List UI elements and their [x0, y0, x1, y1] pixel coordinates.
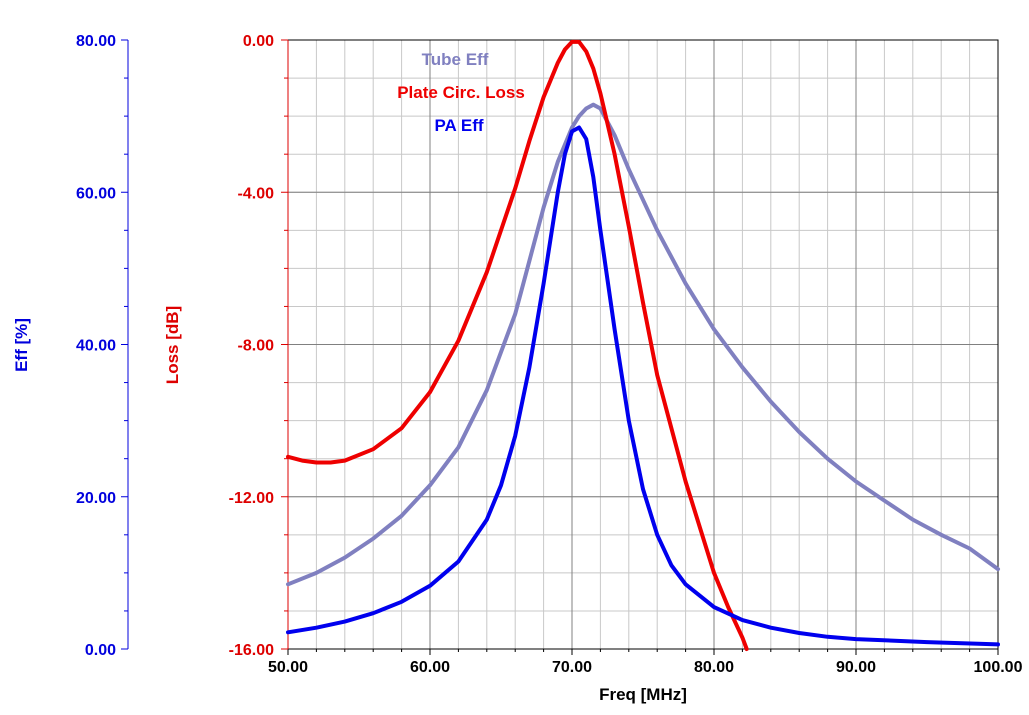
series-line-pa-eff [286, 125, 1000, 647]
axes: 50.00 60.00 70.00 80.00 90.00 100.00 0.00 20.00… [76, 33, 1023, 676]
eff-tick-label: 20.00 [76, 490, 116, 507]
x-tick-label: 70.00 [552, 659, 592, 676]
x-tick-label: 90.00 [836, 659, 876, 676]
eff-tick-label: 40.00 [76, 338, 116, 355]
x-tick-label: 50.00 [268, 659, 308, 676]
loss-tick-label: -16.00 [229, 642, 274, 659]
series-line-plate-circ-loss [286, 39, 749, 651]
series-lines [286, 39, 1000, 651]
loss-tick-label: 0.00 [243, 33, 274, 50]
loss-tick-label: -8.00 [238, 338, 275, 355]
loss-tick-label: -12.00 [229, 490, 274, 507]
x-tick-label: 60.00 [410, 659, 450, 676]
series-line-tube-eff [286, 102, 1000, 587]
eff-tick-label: 0.00 [85, 642, 116, 659]
grid-lines [288, 40, 998, 649]
eff-tick-label: 80.00 [76, 33, 116, 50]
x-tick-label: 100.00 [974, 659, 1023, 676]
legend-label-tube-eff: Tube Eff [422, 50, 489, 69]
eff-axis-title: Eff [%] [12, 318, 31, 372]
x-tick-label: 80.00 [694, 659, 734, 676]
loss-axis-title: Loss [dB] [163, 306, 182, 384]
legend-label-pa-eff: PA Eff [434, 116, 483, 135]
loss-tick-label: -4.00 [238, 185, 275, 202]
eff-tick-label: 60.00 [76, 185, 116, 202]
x-axis-title: Freq [MHz] [599, 685, 687, 704]
legend-label-plate-circ-loss: Plate Circ. Loss [397, 83, 525, 102]
legend: Tube Eff Plate Circ. Loss PA Eff [397, 50, 525, 135]
